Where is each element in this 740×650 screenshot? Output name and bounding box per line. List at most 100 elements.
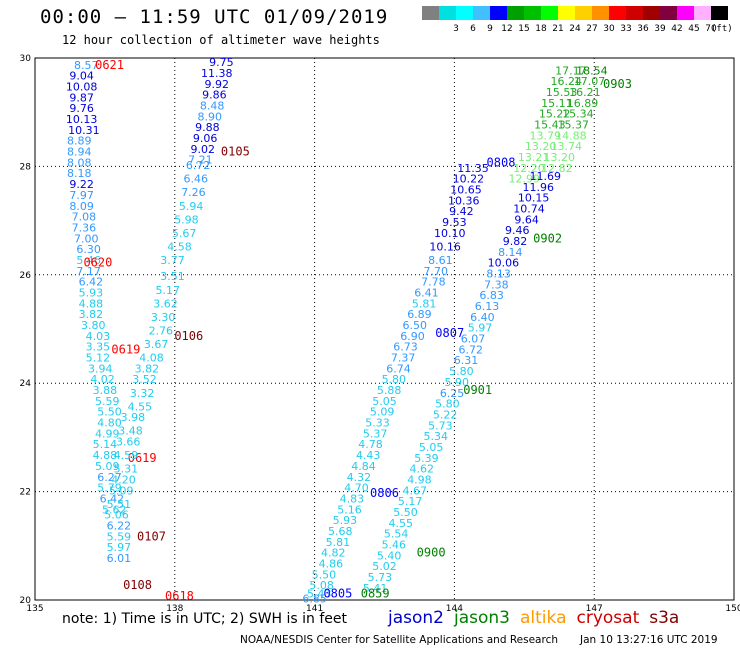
swh-value: 4.58: [167, 240, 192, 253]
swh-value: 5.94: [179, 200, 204, 213]
x-tick-label: 150: [725, 604, 740, 614]
time-label: 0805: [323, 586, 352, 600]
scale-swatch: [694, 6, 711, 20]
swh-value: 7.17: [76, 265, 101, 278]
swh-value: 6.83: [479, 289, 504, 302]
legend-jason2: jason2: [388, 608, 444, 628]
time-label: 0619: [111, 342, 140, 356]
swh-value: 3.30: [151, 311, 176, 324]
swh-value: 5.39: [414, 452, 439, 465]
time-label: 0106: [174, 329, 203, 343]
time-label: 0806: [370, 486, 399, 500]
swh-value: 7.08: [72, 211, 97, 224]
swh-value: 5.80: [382, 373, 407, 386]
swh-value: 15.37: [557, 118, 589, 131]
chart-subtitle: 12 hour collection of altimeter wave hei…: [62, 33, 380, 47]
scale-label: 42: [671, 24, 683, 34]
swh-value: 4.02: [90, 373, 115, 386]
swh-value: 5.68: [328, 525, 353, 538]
time-label: 0903: [603, 77, 632, 91]
scale-label: 3: [453, 24, 459, 34]
swh-value: 3.51: [160, 270, 185, 283]
swh-value: 4.62: [410, 463, 435, 476]
scale-swatch: [541, 6, 558, 20]
swh-value: 8.57: [74, 59, 99, 72]
swh-value: 15.22: [539, 108, 571, 121]
swh-value: 4.55: [389, 517, 414, 530]
generated-datetime: Jan 10 13:27:16 UTC 2019: [580, 634, 718, 646]
swh-value: 6.22: [107, 520, 132, 533]
swh-value: 9.02: [191, 143, 216, 156]
scale-swatch: [422, 6, 439, 20]
swh-value: 15.43: [534, 118, 566, 131]
swh-value: 7.78: [421, 276, 446, 289]
scale-swatch: [473, 6, 490, 20]
swh-value: 5.02: [372, 560, 397, 573]
swh-value: 5.41: [363, 582, 388, 595]
swh-value: 3.94: [88, 362, 113, 375]
swh-value: 15.53: [546, 86, 578, 99]
swh-value: 5.09: [370, 406, 395, 419]
time-label: 0107: [137, 529, 166, 543]
swh-value: 3.62: [153, 297, 178, 310]
swh-value: 5.80: [449, 365, 474, 378]
swh-value: 6.41: [414, 286, 439, 299]
swh-value: 4.83: [340, 492, 365, 505]
swh-value: 5.17: [156, 284, 181, 297]
swh-value: 9.53: [442, 216, 467, 229]
time-label: 0108: [123, 578, 152, 592]
swh-value: 3.52: [132, 373, 157, 386]
swh-value: 9.76: [69, 102, 94, 115]
scale-swatch: [456, 6, 473, 20]
legend-jason3: jason3: [454, 608, 510, 628]
scale-label: 9: [487, 24, 493, 34]
swh-value: 4.86: [319, 557, 344, 570]
swh-value: 5.16: [337, 503, 362, 516]
swh-value: 7.36: [72, 221, 97, 234]
swh-value: 3.35: [86, 341, 111, 354]
swh-value: 3.98: [121, 411, 146, 424]
color-scale: 3 6 9 12 15 18 21 24 27 30 33 36 39 42 45 70 (ft): [422, 6, 734, 34]
swh-value: 4.03: [86, 330, 111, 343]
swh-value: 9.92: [204, 78, 229, 91]
swh-value: 8.89: [67, 135, 92, 148]
time-label: 0902: [533, 231, 562, 245]
swh-value: 13.79: [530, 129, 562, 142]
swh-value: 6.30: [76, 243, 101, 256]
swh-value: 13.20: [544, 151, 576, 164]
swh-value: 18.54: [576, 64, 608, 77]
scale-label: 12: [501, 24, 513, 34]
swh-value: 4.98: [407, 473, 432, 486]
swh-value: 8.09: [69, 200, 94, 213]
time-label: 0105: [221, 145, 250, 159]
time-label: 0808: [487, 155, 516, 169]
swh-value: 7.26: [181, 186, 206, 199]
swh-value: 5.93: [333, 514, 358, 527]
swh-value: 11.69: [530, 170, 562, 183]
swh-value: 4.88: [79, 297, 104, 310]
swh-value: 9.06: [193, 132, 218, 145]
legend-s3a: s3a: [649, 608, 680, 628]
y-tick-label: 22: [20, 488, 31, 498]
swh-value: 10.16: [429, 240, 461, 253]
swh-value: 5.37: [363, 427, 388, 440]
swh-value: 5.80: [435, 398, 460, 411]
swh-value: 15.11: [541, 97, 573, 110]
swh-value: 12.82: [541, 162, 573, 175]
swh-value: 5.22: [433, 408, 458, 421]
scale-label: 21: [552, 24, 564, 34]
swh-value: 6.90: [400, 330, 425, 343]
scale-swatch: [711, 6, 728, 20]
swh-value: 9.46: [505, 224, 530, 237]
swh-value: 5.50: [312, 568, 337, 581]
satellite-legend: jason2 jason3 altika cryosat s3a: [388, 608, 689, 628]
legend-altika: altika: [520, 608, 567, 628]
swh-value: 8.90: [198, 110, 223, 123]
time-label: 0619: [128, 451, 157, 465]
scale-swatch: [626, 6, 643, 20]
swh-value: 2.76: [149, 324, 174, 337]
swh-value: 4.08: [139, 352, 164, 365]
scale-swatch: [575, 6, 592, 20]
swh-value: 6.85: [302, 593, 327, 606]
